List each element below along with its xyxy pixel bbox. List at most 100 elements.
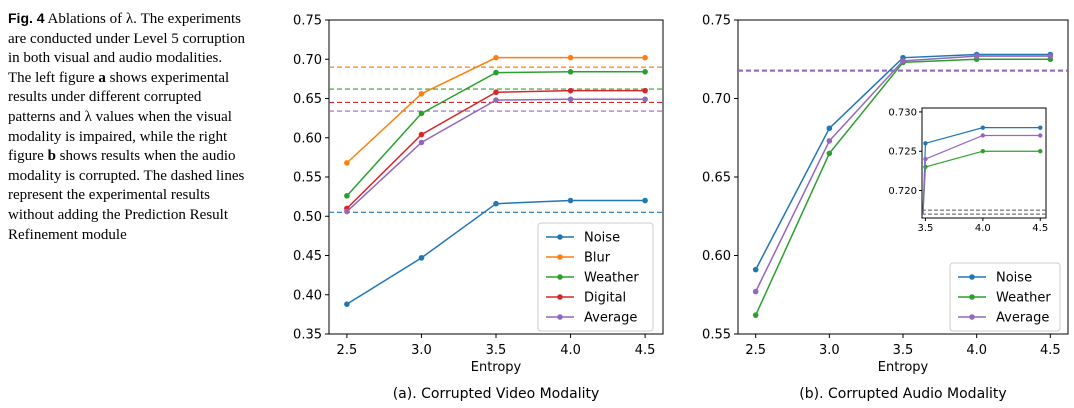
inset-point-weather [1038,149,1043,154]
inset-point-noise [923,141,928,146]
legend-marker [557,314,563,320]
caption-segment: represent the experimental [8,187,168,204]
caption-segment: results without adding the [8,187,211,223]
y-tick-label: 0.70 [702,92,731,107]
caption-segment: shows [55,148,98,165]
data-point-noise [344,301,350,307]
caption-line: Ablations of λ. The [48,11,164,27]
data-point-digital [418,131,425,138]
y-tick-label: 0.70 [293,53,322,68]
legend-label: Digital [584,291,626,306]
y-tick-label: 0.65 [702,171,731,186]
caption-segment: results when the audio modality [8,148,236,184]
chart-title: (a). Corrupted Video Modality [393,386,600,402]
inset-point-noise [1038,125,1043,130]
inset-point-average [923,156,928,162]
data-point-average [642,96,648,103]
x-tick-label: 3.0 [819,343,840,358]
caption-line: results without adding the [8,187,210,223]
x-tick-label: 3.0 [411,343,432,358]
caption-segment: visual modality is impaired, [8,108,232,145]
caption-line: left figure a shows experimental [35,70,229,86]
caption-segment: is corrupted. The dashed lines [65,167,245,184]
caption-segment: module [81,226,127,243]
legend-box [949,262,1061,332]
caption-text: Ablations of λ. The experiments are cond… [8,11,245,243]
legend-marker [557,254,563,260]
caption-segment: experiments are conducted [8,11,241,47]
legend-marker [969,294,975,300]
data-point-noise [418,255,425,261]
data-point-digital [567,87,574,94]
data-point-average [900,58,906,64]
caption-line: results when the audio modality [8,148,236,184]
caption-line: is corrupted. The dashed lines [65,168,244,184]
caption-bold-text: b [47,148,56,165]
y-tick-label: 0.75 [293,14,322,29]
inset-y-tick-label: 0.725 [888,147,917,158]
caption-line: results under different corrupted [8,89,201,105]
y-tick-label: 0.55 [293,171,322,186]
caption-bold-text: a [98,69,106,86]
data-point-digital [642,87,648,94]
figure-label: Fig. 4 [8,10,45,26]
legend-marker [969,314,975,320]
caption-segment: under Level 5 corruption in both [8,30,245,67]
y-tick-label: 0.45 [293,249,322,264]
y-tick-label: 0.40 [293,288,322,303]
data-point-weather [752,312,759,318]
data-point-noise [493,200,499,207]
data-point-noise [642,197,648,204]
caption-line: visual modality is impaired, [8,109,232,145]
x-axis-label: Entropy [471,360,522,375]
legend-label: Weather [996,291,1051,306]
x-tick-label: 3.5 [486,343,507,358]
caption-line: visual and audio modalities. The [8,50,222,86]
caption-line: while the right figure b shows [8,129,227,165]
data-point-blur [344,160,350,166]
data-point-average [826,138,833,144]
data-point-weather [418,110,425,117]
caption-line: patterns and λ values when the [8,109,192,125]
x-tick-label: 4.0 [966,343,987,358]
inset-point-weather [980,149,986,154]
data-point-average [752,288,759,295]
caption-line: experiments are conducted [8,11,241,47]
caption-line: module [82,227,127,243]
x-tick-label: 4.0 [560,343,581,358]
data-point-blur [493,54,499,61]
legend-label: Weather [584,271,639,286]
caption-segment: Ablations of λ. The [47,11,164,27]
chart-title: (b). Corrupted Audio Modality [799,386,1006,402]
y-tick-label: 0.60 [702,249,731,264]
data-point-weather [567,69,574,75]
caption-line: under Level 5 corruption in both [8,31,245,67]
inset-point-average [980,133,986,138]
data-point-noise [826,125,833,132]
legend-label: Average [584,311,637,326]
x-tick-label: 4.5 [635,343,656,358]
data-point-blur [567,54,574,61]
y-tick-label: 0.75 [702,14,731,29]
inset-y-tick-label: 0.720 [888,186,917,197]
data-point-noise [752,266,759,273]
x-tick-label: 2.5 [337,343,358,358]
data-point-average [493,97,499,103]
inset-y-tick-label: 0.730 [888,107,917,118]
y-tick-label: 0.50 [293,210,322,225]
legend-label: Average [996,311,1049,326]
caption-line: represent the experimental [8,187,167,203]
data-point-digital [493,89,499,96]
y-tick-label: 0.35 [293,328,322,343]
data-point-blur [418,90,425,97]
caption-segment: visual and audio modalities. The [8,50,223,86]
legend-marker [557,274,563,280]
y-tick-label: 0.65 [293,92,322,107]
data-point-noise [567,197,574,204]
data-point-weather [493,69,499,76]
legend-label: Noise [584,231,620,246]
x-tick-label: 4.5 [1040,343,1061,358]
figure-caption: Fig. 4 Ablations of λ. The experiments a… [8,9,248,245]
data-point-average [567,96,574,103]
